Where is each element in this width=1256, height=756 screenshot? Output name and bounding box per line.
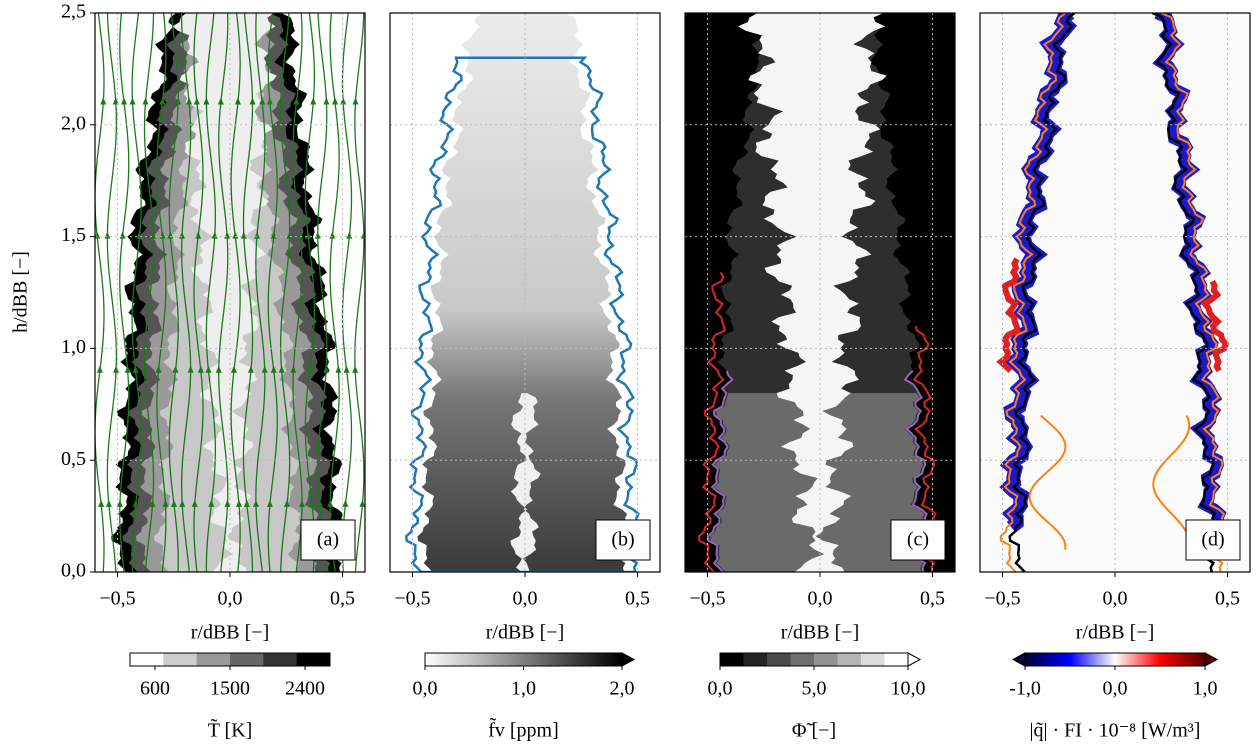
- colorbar-tick-label: 0,0: [708, 678, 733, 700]
- x-tick-label: 0,5: [1215, 588, 1240, 610]
- colorbar-gradient: [425, 653, 622, 666]
- x-axis-label: r/dBB [−]: [486, 622, 565, 644]
- y-tick-label: 0,0: [61, 560, 86, 582]
- y-tick-label: 2,5: [61, 1, 86, 23]
- x-tick-label: 0,5: [330, 588, 355, 610]
- x-tick-label: −0,5: [394, 588, 430, 610]
- field: [685, 0, 955, 572]
- colorbar-segment: [838, 653, 862, 666]
- x-axis-label: r/dBB [−]: [191, 622, 270, 644]
- y-tick-label: 1,0: [61, 336, 86, 358]
- colorbar-extend: [908, 653, 920, 666]
- colorbar-segment: [767, 653, 791, 666]
- colorbar-segment: [230, 653, 264, 666]
- colorbar-segment: [197, 653, 231, 666]
- colorbar-segment: [744, 653, 768, 666]
- colorbar-segment: [720, 653, 744, 666]
- x-tick-label: −0,5: [984, 588, 1020, 610]
- colorbar-tick-label: -1,0: [1009, 678, 1041, 700]
- colorbar-label: |q̃| · FI · 10⁻⁸ [W/m³]: [1030, 720, 1201, 742]
- colorbar-tick-label: 5,0: [802, 678, 827, 700]
- colorbar-tick-label: 600: [140, 678, 170, 700]
- x-tick-label: −0,5: [99, 588, 135, 610]
- x-tick-label: 0,0: [513, 588, 538, 610]
- panel-label: (b): [611, 529, 634, 551]
- panel-label: (c): [907, 529, 929, 551]
- colorbar-tick-label: 1,0: [1193, 678, 1218, 700]
- colorbar-segment: [885, 653, 909, 666]
- field: [94, 0, 367, 572]
- panel-label: (d): [1201, 529, 1224, 551]
- panel-label: (a): [317, 529, 339, 551]
- colorbar-segment: [297, 653, 331, 666]
- field: [390, 0, 660, 572]
- colorbar-segment: [791, 653, 815, 666]
- colorbar-tick-label: 1500: [210, 678, 250, 700]
- x-tick-label: 0,5: [625, 588, 650, 610]
- x-tick-label: 0,0: [1103, 588, 1128, 610]
- colorbar-tick-label: 0,0: [413, 678, 438, 700]
- y-tick-label: 2,0: [61, 112, 86, 134]
- colorbar-extend: [1013, 653, 1025, 666]
- colorbar-segment: [814, 653, 838, 666]
- x-tick-label: −0,5: [689, 588, 725, 610]
- colorbar-extend: [622, 653, 634, 666]
- colorbar-label: f̃v [ppm]: [488, 717, 559, 742]
- colorbar-extend: [1205, 653, 1217, 666]
- colorbar-label: T̃ [K]: [208, 718, 253, 742]
- y-tick-label: 0,5: [61, 448, 86, 470]
- figure: −0,5 0,0 0,5 0,0 0,5 1,0 1,5 2,0 2,5 h/dBB [−] r/d…: [0, 0, 1256, 756]
- colorbar-segment: [163, 653, 197, 666]
- colorbar-tick-label: 2400: [285, 678, 325, 700]
- x-tick-label: 0,0: [218, 588, 243, 610]
- x-axis-label: r/dBB [−]: [781, 622, 860, 644]
- colorbar-tick-label: 1,0: [511, 678, 536, 700]
- x-tick-label: 0,5: [920, 588, 945, 610]
- y-axis-label: h/dBB [−]: [10, 251, 32, 333]
- colorbar-tick-label: 10,0: [891, 678, 926, 700]
- colorbar-tick-label: 0,0: [1103, 678, 1128, 700]
- colorbar-gradient: [1025, 653, 1205, 666]
- colorbar-segment: [263, 653, 297, 666]
- y-tick-label: 1,5: [61, 224, 86, 246]
- colorbar-segment: [130, 653, 164, 666]
- colorbar-tick-label: 2,0: [610, 678, 635, 700]
- x-axis-label: r/dBB [−]: [1076, 622, 1155, 644]
- colorbar-label: Φ̃ [−]: [792, 720, 836, 742]
- x-tick-label: 0,0: [808, 588, 833, 610]
- colorbar-segment: [861, 653, 885, 666]
